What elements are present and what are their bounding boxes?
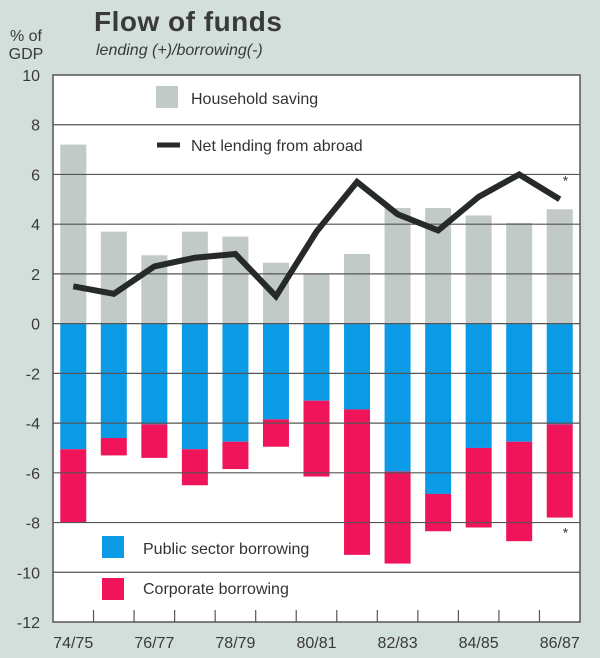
public-sector-borrowing-bar [100,323,127,439]
corporate-borrowing-bar [425,493,452,532]
y-tick-label: 0 [31,317,40,334]
plot-frame [52,74,581,623]
x-tick-label: 74/75 [53,635,93,652]
x-tick-label: 86/87 [540,635,580,652]
public-sector-borrowing-bar [222,323,249,442]
household-saving-bar [384,208,411,324]
legend-corporate-label: Corporate borrowing [143,581,289,598]
y-tick-label: 4 [31,217,40,234]
chart-title: Flow of funds [94,6,283,37]
public-sector-borrowing-bar [465,323,492,448]
legend-net-lending-label: Net lending from abroad [191,138,363,155]
y-tick-label: -8 [26,516,40,533]
y-tick-label: -6 [26,466,40,483]
public-sector-borrowing-bar [141,323,168,425]
corporate-borrowing-bar [181,449,208,486]
asterisk-annotation: * [563,172,569,188]
x-tick-label: 82/83 [378,635,418,652]
y-tick-label: -12 [17,615,40,632]
legend-public-sector-swatch [102,536,124,558]
y-tick-label: 2 [31,267,40,284]
axes-layer: 10 8 6 4 2 0 -2 -4 -6 -8 -10 -12 74/75 76/77 78/79 80/8… [17,68,580,652]
legend: Household saving Net lending from abroad P… [102,86,363,600]
y-tick-label: -2 [26,366,40,383]
x-tick-label: 84/85 [459,635,499,652]
corporate-borrowing-bar [465,447,492,528]
public-sector-borrowing-bar [303,323,330,401]
household-saving-bar [100,231,127,324]
corporate-borrowing-bar [141,424,168,458]
corporate-borrowing-bar [546,424,573,518]
corporate-borrowing-bar [262,419,289,447]
public-sector-borrowing-bar [425,323,452,494]
legend-household-saving-swatch [156,86,178,108]
x-tick-label: 78/79 [215,635,255,652]
corporate-borrowing-bar [222,441,249,470]
corporate-borrowing-bar [303,400,330,477]
legend-household-saving-label: Household saving [191,91,318,108]
public-sector-borrowing-bar [344,323,371,410]
y-axis-label-line-2: GDP [8,46,44,63]
legend-public-sector-label: Public sector borrowing [143,541,309,558]
household-saving-bar [465,215,492,324]
household-saving-bar [181,231,208,324]
x-tick-label: 76/77 [134,635,174,652]
asterisk-annotation: * [563,525,569,541]
corporate-borrowing-bar [344,409,371,555]
grid-layer [53,124,580,573]
household-saving-bar [546,209,573,324]
line-layer: ** [72,170,569,541]
y-tick-label: -4 [26,416,40,433]
public-sector-borrowing-bar [384,323,411,472]
y-tick-label: 6 [31,167,40,184]
corporate-borrowing-bar [60,449,87,523]
corporate-borrowing-bar [506,441,533,542]
public-sector-borrowing-bar [60,323,87,450]
x-tick-label: 80/81 [296,635,336,652]
chart-subtitle: lending (+)/borrowing(-) [96,42,263,59]
household-saving-bar [506,222,533,324]
y-tick-label: -10 [17,565,40,582]
household-saving-bar [344,254,371,324]
y-axis-label: % of GDP [6,28,46,64]
y-axis-label-line-1: % of [9,28,42,45]
y-tick-label: 10 [22,68,40,85]
legend-corporate-swatch [102,578,124,600]
y-tick-label: 8 [31,118,40,135]
public-sector-borrowing-bar [262,323,289,420]
corporate-borrowing-bar [100,438,127,456]
household-saving-bar [222,236,249,324]
public-sector-borrowing-bar [506,323,533,442]
public-sector-borrowing-bar [546,323,573,425]
household-saving-bar [303,273,330,324]
public-sector-borrowing-bar [181,323,208,450]
household-saving-bar [60,144,87,324]
corporate-borrowing-bar [384,471,411,564]
